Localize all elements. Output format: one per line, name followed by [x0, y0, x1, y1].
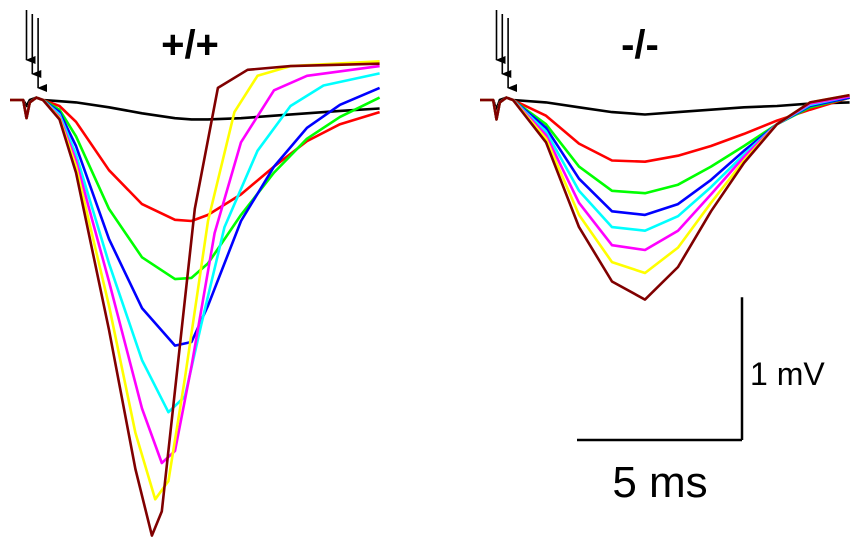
panel-title-knockout: -/- [621, 23, 659, 67]
panel-knockout: -/- [480, 10, 850, 301]
scale-bar: 1 mV 5 ms [577, 297, 825, 507]
trace-line-wild-type-8 [10, 62, 380, 537]
stimulus-arrows [25, 10, 48, 92]
panel-title-wild-type: +/+ [161, 23, 219, 67]
voltage-scale-label: 1 mV [750, 356, 825, 392]
trace-line-knockout-8 [480, 93, 850, 301]
stimulus-arrows [495, 10, 518, 92]
trace-group [10, 60, 381, 537]
trace-group [480, 93, 850, 301]
panel-wild-type: +/+ [10, 10, 381, 537]
time-scale-label: 5 ms [612, 458, 707, 507]
trace-line-wild-type-1 [10, 96, 380, 121]
